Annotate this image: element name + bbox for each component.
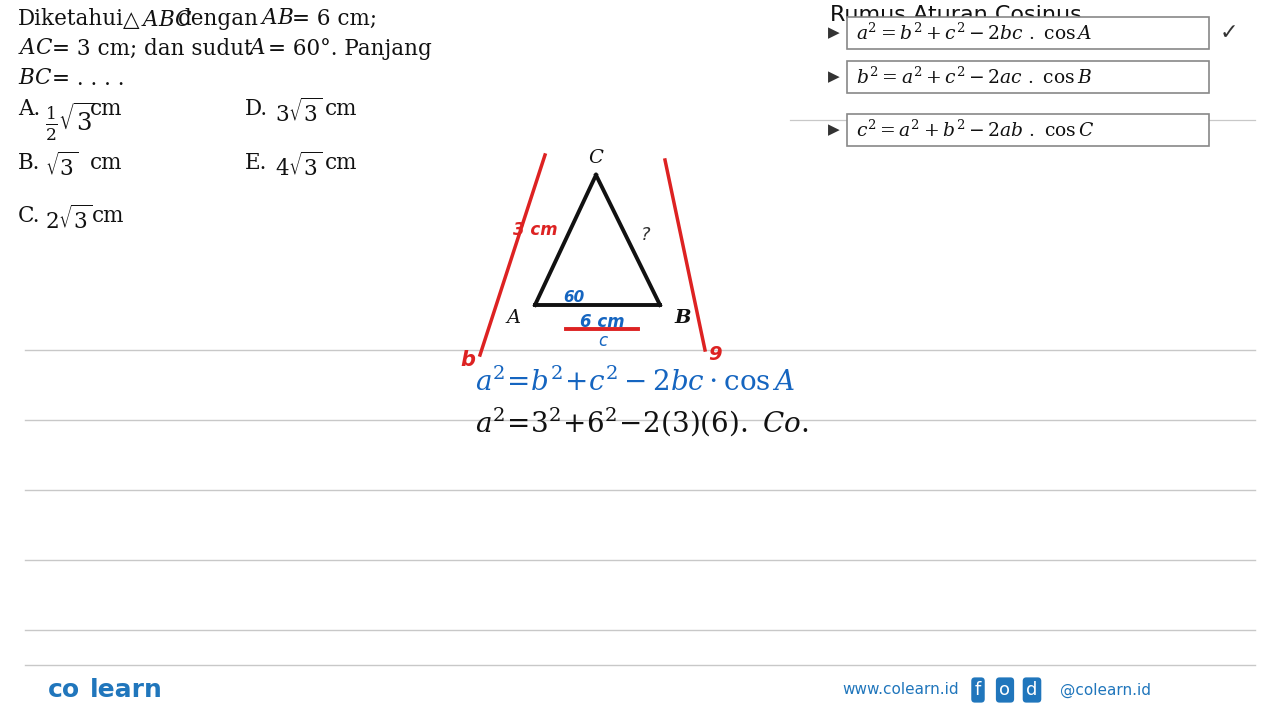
Text: c: c — [598, 332, 607, 350]
Text: www.colearn.id: www.colearn.id — [842, 683, 959, 698]
Text: C: C — [589, 149, 603, 167]
Text: Diketahui: Diketahui — [18, 8, 124, 30]
Text: = 6 cm;: = 6 cm; — [292, 8, 378, 30]
Text: B: B — [675, 309, 690, 327]
Text: $A$: $A$ — [248, 38, 266, 58]
Text: E.: E. — [244, 152, 268, 174]
Text: cm: cm — [92, 205, 124, 227]
Text: cm: cm — [325, 152, 357, 174]
Text: d: d — [1027, 681, 1038, 699]
Text: f: f — [975, 681, 982, 699]
Text: = 60°. Panjang: = 60°. Panjang — [268, 38, 431, 60]
Text: dengan: dengan — [178, 8, 259, 30]
Text: cm: cm — [90, 152, 123, 174]
Text: $c^2 = a^2 + b^2 - 2ab\ .\ \cos C$: $c^2 = a^2 + b^2 - 2ab\ .\ \cos C$ — [856, 120, 1094, 140]
Text: B.: B. — [18, 152, 41, 174]
Text: A.: A. — [18, 98, 40, 120]
FancyBboxPatch shape — [847, 17, 1210, 49]
Text: b: b — [460, 350, 475, 370]
Text: 3 cm: 3 cm — [513, 221, 558, 239]
Text: $\frac{1}{2}\sqrt{3}$: $\frac{1}{2}\sqrt{3}$ — [45, 101, 96, 143]
Text: $3\sqrt{3}$: $3\sqrt{3}$ — [275, 98, 323, 127]
Text: = . . . .: = . . . . — [52, 68, 124, 90]
Text: ▶: ▶ — [828, 70, 840, 84]
FancyBboxPatch shape — [847, 114, 1210, 146]
Text: o: o — [1000, 681, 1010, 699]
Text: cm: cm — [325, 98, 357, 120]
Text: $b^2 = a^2 + c^2 - 2ac\ .\ \cos B$: $b^2 = a^2 + c^2 - 2ac\ .\ \cos B$ — [856, 66, 1092, 88]
Text: $a^2 = b^2 + c^2 - 2bc\ .\ \cos A$: $a^2 = b^2 + c^2 - 2bc\ .\ \cos A$ — [856, 22, 1093, 44]
Text: 60: 60 — [563, 290, 584, 305]
Text: D.: D. — [244, 98, 268, 120]
Text: = 3 cm; dan sudut: = 3 cm; dan sudut — [52, 38, 252, 60]
Text: 6 cm: 6 cm — [580, 313, 625, 331]
Text: $\sqrt{3}$: $\sqrt{3}$ — [45, 152, 78, 181]
Text: $2\sqrt{3}$: $2\sqrt{3}$ — [45, 205, 92, 233]
Text: $a^2 \!=\! 3^2\!+\!6^2\!-\!2(3)(6).\ Co.$: $a^2 \!=\! 3^2\!+\!6^2\!-\!2(3)(6).\ Co.… — [475, 405, 808, 438]
Text: $a^2\!=\!b^2\!+\!c^2 - 2bc \cdot \cos A$: $a^2\!=\!b^2\!+\!c^2 - 2bc \cdot \cos A$ — [475, 368, 795, 397]
Text: co: co — [49, 678, 81, 702]
Text: cm: cm — [90, 98, 123, 120]
Text: C.: C. — [18, 205, 41, 227]
Text: @colearn.id: @colearn.id — [1060, 683, 1151, 698]
Text: $4\sqrt{3}$: $4\sqrt{3}$ — [275, 152, 323, 181]
Text: 9: 9 — [708, 345, 722, 364]
Text: $AB$: $AB$ — [260, 8, 294, 28]
Text: $AC$: $AC$ — [18, 38, 54, 58]
Text: Rumus Aturan Cosinus: Rumus Aturan Cosinus — [829, 5, 1082, 25]
Text: $BC$: $BC$ — [18, 68, 52, 88]
Text: $\triangle ABC$: $\triangle ABC$ — [118, 8, 192, 31]
Text: learn: learn — [90, 678, 163, 702]
Text: ▶: ▶ — [828, 122, 840, 138]
FancyBboxPatch shape — [847, 61, 1210, 93]
Text: ✓: ✓ — [1220, 23, 1239, 43]
Text: A: A — [507, 309, 521, 327]
Text: ▶: ▶ — [828, 25, 840, 40]
Text: ?: ? — [641, 226, 650, 244]
